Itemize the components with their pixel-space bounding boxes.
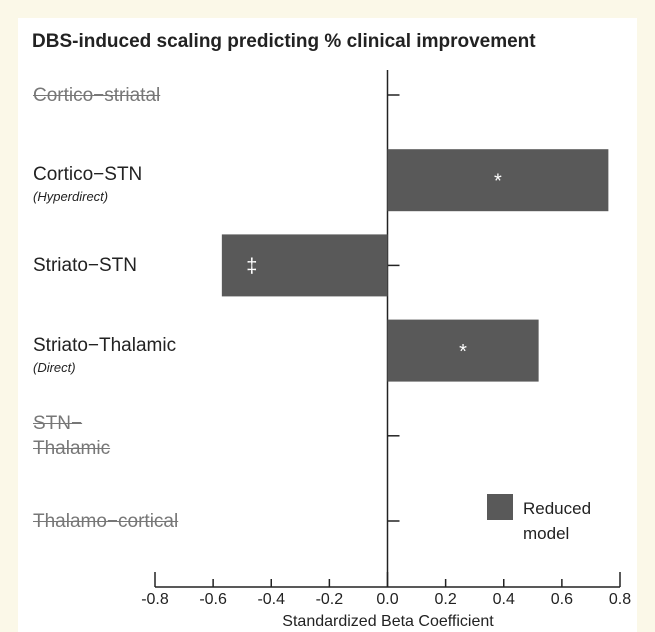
x-tick-label: -0.6 — [199, 591, 227, 608]
significance-marker: * — [459, 341, 467, 363]
legend-swatch — [487, 494, 513, 520]
significance-marker: * — [494, 170, 502, 192]
x-tick-label: 0.0 — [376, 591, 398, 608]
category-sublabel: (Hyperdirect) — [33, 189, 109, 205]
category-label: Cortico−STN — [33, 164, 143, 186]
x-tick-label: 0.8 — [609, 591, 631, 608]
category-label: Thalamo−cortical — [33, 510, 179, 532]
x-tick-label: -0.4 — [257, 591, 285, 608]
category-label: STN− Thalamic — [33, 412, 111, 459]
category-label: Striato−STN — [33, 254, 138, 276]
x-tick-label: 0.2 — [435, 591, 457, 608]
x-tick-label: 0.6 — [551, 591, 573, 608]
legend-label: Reduced model — [523, 499, 592, 543]
x-tick-label: -0.2 — [316, 591, 344, 608]
chart-title: DBS-induced scaling predicting % clinica… — [32, 31, 536, 52]
significance-marker: ‡ — [246, 256, 257, 278]
category-label: Cortico−striatal — [33, 84, 161, 106]
x-tick-label: -0.8 — [141, 591, 169, 608]
bar — [221, 234, 388, 297]
bar — [387, 149, 609, 212]
x-axis-label: Standardized Beta Coefficient — [282, 613, 494, 630]
x-tick-label: 0.4 — [493, 591, 515, 608]
bar — [387, 319, 539, 382]
category-label: Striato−Thalamic — [33, 334, 177, 356]
category-sublabel: (Direct) — [33, 359, 76, 375]
